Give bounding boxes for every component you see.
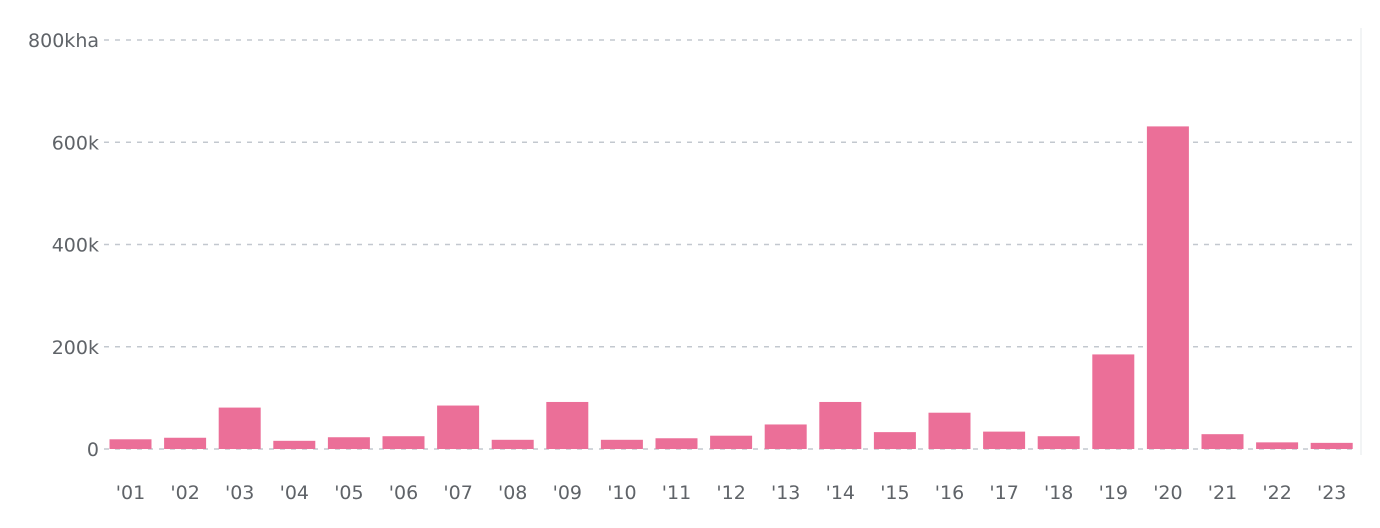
bar[interactable]: [382, 436, 425, 449]
y-tick-label: 600k: [52, 132, 99, 154]
bar[interactable]: [819, 401, 862, 449]
x-tick-label: '01: [116, 482, 145, 504]
bar[interactable]: [273, 440, 316, 449]
bar[interactable]: [1092, 354, 1135, 449]
bar[interactable]: [1310, 442, 1353, 449]
bar[interactable]: [600, 439, 643, 449]
x-tick-label: '05: [334, 482, 363, 504]
bar[interactable]: [655, 438, 698, 449]
bar[interactable]: [164, 437, 207, 449]
bar[interactable]: [1037, 436, 1080, 449]
x-tick-label: '08: [498, 482, 527, 504]
y-axis-labels: 800kha 600k 400k 200k 0: [28, 30, 99, 461]
x-tick-label: '15: [880, 482, 909, 504]
x-axis-labels: '01 '02 '03 '04 '05 '06 '07 '08 '09 '10 '11 '12 '13 '…: [116, 482, 1347, 504]
x-tick-label: '17: [989, 482, 1018, 504]
x-tick-label: '12: [716, 482, 745, 504]
bar[interactable]: [710, 435, 753, 449]
x-tick-label: '13: [771, 482, 800, 504]
x-tick-label: '18: [1044, 482, 1073, 504]
bar[interactable]: [1256, 442, 1299, 449]
bar[interactable]: [109, 439, 152, 449]
bar[interactable]: [983, 431, 1026, 449]
x-tick-label: '14: [826, 482, 855, 504]
y-tick-label: 400k: [52, 235, 99, 257]
bar[interactable]: [546, 401, 589, 449]
bar[interactable]: [491, 439, 534, 449]
x-tick-label: '06: [389, 482, 418, 504]
y-tick-label: 800kha: [28, 30, 99, 52]
x-tick-label: '11: [662, 482, 691, 504]
x-tick-label: '20: [1153, 482, 1182, 504]
bar[interactable]: [218, 407, 261, 449]
x-tick-label: '02: [170, 482, 199, 504]
bar[interactable]: [327, 437, 370, 449]
x-tick-label: '21: [1208, 482, 1237, 504]
bar[interactable]: [873, 432, 916, 449]
bar[interactable]: [1146, 126, 1189, 450]
bar[interactable]: [1201, 434, 1244, 449]
x-tick-label: '07: [443, 482, 472, 504]
x-tick-label: '22: [1262, 482, 1291, 504]
bar[interactable]: [764, 424, 807, 449]
y-tick-label: 200k: [52, 337, 99, 359]
bar[interactable]: [437, 405, 480, 449]
x-tick-label: '23: [1317, 482, 1346, 504]
x-tick-label: '04: [280, 482, 309, 504]
x-tick-label: '03: [225, 482, 254, 504]
x-tick-label: '09: [553, 482, 582, 504]
y-tick-label: 0: [87, 439, 99, 461]
bar[interactable]: [928, 412, 971, 449]
bars-layer: [109, 126, 1353, 450]
x-tick-label: '16: [935, 482, 964, 504]
x-tick-label: '10: [607, 482, 636, 504]
x-tick-label: '19: [1099, 482, 1128, 504]
